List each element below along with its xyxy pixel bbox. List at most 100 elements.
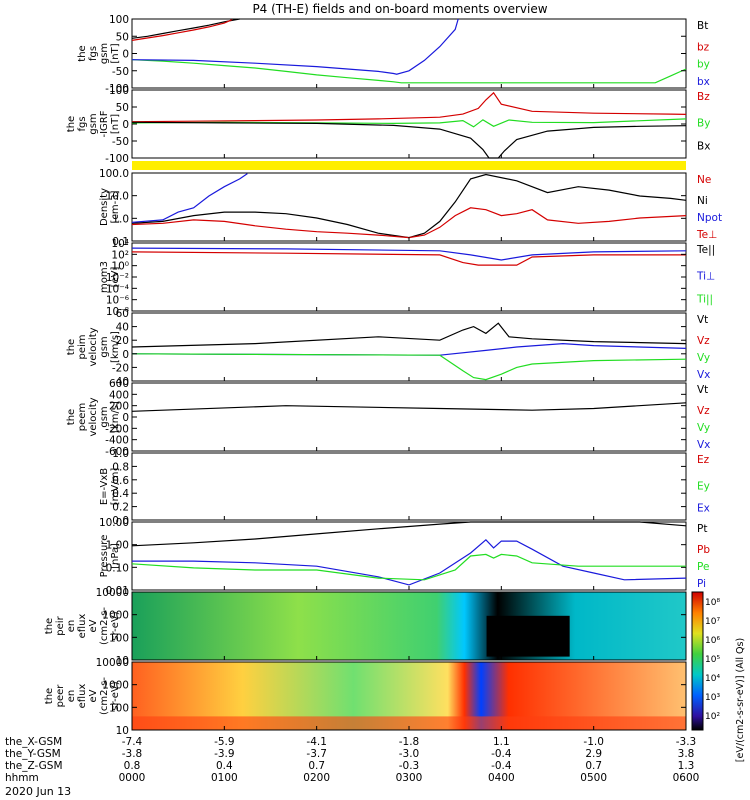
y-tick-label: 0.01 [106, 585, 129, 597]
y-tick-label: 100 [109, 85, 129, 97]
y-axis-label-line: peer [55, 684, 66, 708]
y-axis-label-line: [nT] [110, 114, 121, 134]
ephemeris-value: -7.4 [122, 736, 143, 748]
colorbar-scale [691, 591, 704, 731]
legend-Ne: Ne [697, 174, 711, 186]
y-axis-label: mom3[eV] [99, 261, 121, 293]
y-tick-label: 0.1 [112, 236, 129, 248]
y-tick-label: 10.00 [99, 517, 129, 529]
ephemeris-value: -3.8 [122, 748, 143, 760]
ephemeris-value: -3.7 [306, 748, 327, 760]
y-tick-label: 0.4 [112, 488, 129, 500]
series-Vt [131, 402, 687, 412]
y-axis-label-line: gsm [99, 43, 110, 64]
legend-Ex: Ex [697, 503, 710, 515]
legend-Bz: Bz [697, 91, 710, 103]
date-label: 2020 Jun 13 [5, 785, 71, 798]
y-tick-label: 0 [122, 412, 129, 424]
legend-Bt: Bt [697, 20, 708, 32]
ephemeris-value: -0.3 [399, 760, 420, 772]
panel-frame [131, 18, 687, 89]
legend-Vy: Vy [697, 352, 710, 364]
figure-title: P4 (TH-E) fields and on-board moments ov… [252, 2, 547, 16]
series-Npot [131, 173, 248, 223]
ephemeris-value: 0000 [119, 772, 146, 784]
y-axis-label-line: eflux [77, 684, 88, 709]
y-axis-label-line: en [66, 620, 77, 633]
y-axis-label-line: [eV] [110, 267, 121, 288]
y-axis-label-line: (cm2-s- [99, 607, 110, 645]
y-axis-label-line: the [44, 618, 55, 634]
series-bx [131, 18, 459, 75]
y-tick-label: -100 [105, 153, 129, 165]
panel-frame [131, 89, 687, 159]
colorbar-tick: 10² [705, 712, 720, 722]
y-tick-label: 1.0 [112, 213, 129, 225]
y-tick-label: 60 [116, 308, 129, 320]
y-axis-label-line: E=-VxB [99, 468, 110, 505]
y-tick-label: 10000 [96, 657, 129, 669]
series-by [131, 59, 687, 84]
y-axis-label-line: [nPa] [110, 543, 121, 569]
ephemeris-value: 1.3 [678, 760, 695, 772]
series-Pi [132, 538, 687, 586]
y-axis-label-line: the [77, 45, 88, 61]
status-bar [132, 161, 686, 170]
colorbar-tick: 10⁵ [705, 655, 720, 665]
panel-peer: 10000 1000 100 10 thepeerenefluxeV(cm2-s-sr-… [44, 657, 687, 737]
y-tick-label: 1.0 [112, 448, 129, 460]
colorbar-tick: 10⁸ [705, 598, 720, 608]
legend-Ti||: Ti|| [696, 293, 713, 305]
y-tick-label: 600 [109, 378, 129, 390]
legend-Npot: Npot [697, 212, 722, 224]
y-axis-label-line: the [66, 409, 77, 425]
y-axis-label-line: eV [88, 619, 99, 632]
ephemeris-table: the_X-GSM -7.4 -5.9 -4.1 -1.8 1.1 -1.0 -3.3 the_… [5, 736, 699, 784]
legend-Vt: Vt [697, 384, 708, 396]
y-axis-label-line: sr-eV) [110, 611, 121, 640]
panel-frame [131, 452, 687, 521]
legend-Vz: Vz [697, 335, 710, 347]
y-tick-label: -200 [105, 423, 129, 435]
legend-Ni: Ni [697, 195, 708, 207]
y-axis-label: thepeerenefluxeV(cm2-s-sr-eV) [44, 677, 121, 715]
ephemeris-value: 0.7 [585, 760, 602, 772]
y-axis-label-line: fgs [77, 116, 88, 131]
y-axis-label: Pressure[nPa] [99, 535, 121, 578]
series-Vy [131, 353, 687, 381]
y-tick-label: 0.8 [112, 461, 129, 473]
y-tick-label: 20 [116, 335, 129, 347]
legend-By: By [697, 118, 710, 130]
y-tick-label: -50 [112, 136, 129, 148]
y-tick-label: 10⁴ [111, 238, 129, 250]
y-axis-label-line: eflux [77, 614, 88, 639]
y-tick-label: 10² [111, 249, 129, 261]
y-axis-label-line: fgs [88, 46, 99, 61]
legend-Pt: Pt [697, 523, 707, 535]
y-tick-label: 100.0 [99, 168, 129, 180]
y-tick-label: 200 [109, 401, 129, 413]
legend-Vz: Vz [697, 405, 710, 417]
y-tick-label: 0 [122, 349, 129, 361]
series-Bz [131, 91, 687, 123]
y-tick-label: 100 [109, 632, 129, 644]
y-tick-label: 100 [109, 14, 129, 26]
legend-Vy: Vy [697, 422, 710, 434]
series-Pe [131, 553, 686, 581]
y-tick-label: 10⁰ [111, 261, 129, 273]
y-axis-label-line: [mV/m] [110, 468, 121, 506]
y-tick-label: 10⁻⁸ [106, 306, 129, 318]
legend-Te||: Te|| [696, 244, 715, 256]
y-axis-label-line: peim [77, 334, 88, 359]
y-tick-label: 1000 [102, 680, 129, 692]
y-axis-label-line: [km/s] [110, 401, 121, 433]
ephemeris-value: -1.8 [399, 736, 420, 748]
y-axis-label-line: the [66, 116, 77, 132]
ephemeris-value: -0.4 [491, 748, 512, 760]
ephemeris-value: -0.4 [491, 760, 512, 772]
colorbar-tick: 10⁴ [705, 674, 720, 684]
legend-Ti⊥: Ti⊥ [696, 271, 715, 283]
legend-bx: bx [697, 76, 710, 88]
panel-fgs-dsl: 100 50 0 -50 -100 thefgsgsm-IGRF[nT] Bz By Bx [66, 85, 710, 165]
